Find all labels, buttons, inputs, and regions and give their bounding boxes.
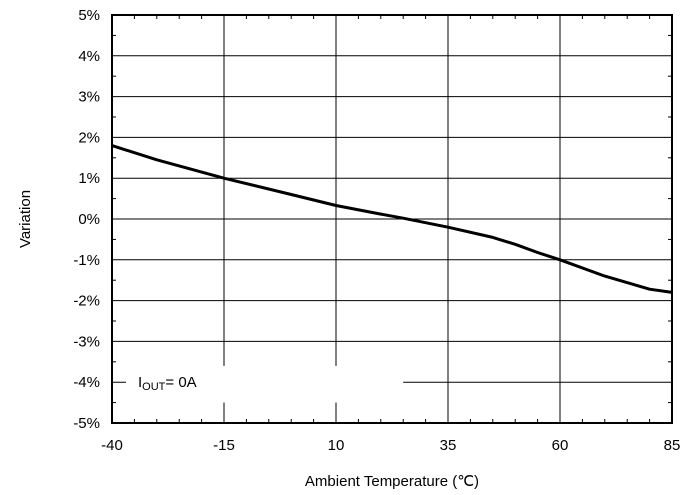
- series-layer: [111, 144, 673, 294]
- annotation-label: IOUT= 0A: [138, 374, 197, 393]
- x-tick-label: 85: [664, 437, 681, 454]
- x-tick-label: 10: [328, 437, 345, 454]
- x-tick-label: 60: [552, 437, 569, 454]
- x-axis-label: Ambient Temperature (℃): [305, 473, 479, 490]
- y-tick-label: -4%: [73, 374, 100, 391]
- x-tick-label: -40: [101, 437, 123, 454]
- series-line: [111, 144, 673, 294]
- y-tick-label: -2%: [73, 293, 100, 310]
- y-tick-label: 3%: [78, 89, 100, 106]
- x-tick-label: -15: [213, 437, 235, 454]
- grid-lines: [112, 15, 672, 423]
- annotation-background: [126, 365, 404, 403]
- y-tick-label: 1%: [78, 170, 100, 187]
- y-tick-label: -5%: [73, 415, 100, 432]
- x-tick-labels: -40 -15 10 35 60 85: [101, 437, 680, 454]
- x-tick-label: 35: [440, 437, 457, 454]
- y-tick-label: 4%: [78, 48, 100, 65]
- y-tick-label: 2%: [78, 129, 100, 146]
- y-tick-label: 5%: [78, 7, 100, 24]
- annotation: IOUT= 0A: [126, 365, 404, 403]
- y-tick-label: -3%: [73, 333, 100, 350]
- y-tick-labels: -5% -4% -3% -2% -1% 0% 1% 2% 3% 4% 5%: [73, 7, 100, 432]
- y-tick-label: -1%: [73, 252, 100, 269]
- plot-frame: [111, 14, 673, 424]
- y-axis-label: Variation: [17, 190, 34, 248]
- y-tick-label: 0%: [78, 211, 100, 228]
